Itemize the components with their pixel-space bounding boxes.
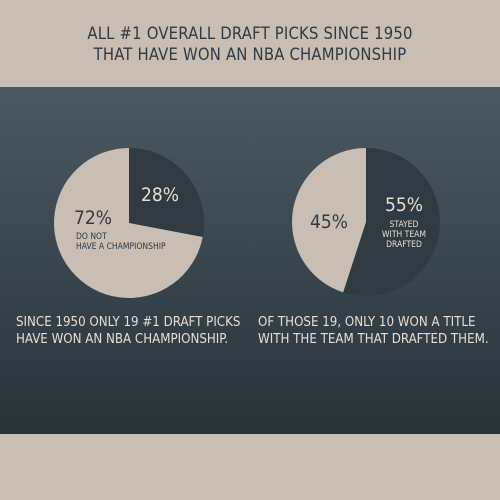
pie2-slice-1 [292, 148, 366, 293]
caption-right-line1: OF THOSE 19, ONLY 10 WON A TITLE [258, 315, 476, 330]
pie2-label-line2: WITH TEAM [382, 230, 426, 240]
pie-chart-championships [54, 148, 204, 298]
title-line-2: THAT HAVE WON AN NBA CHAMPIONSHIP [93, 44, 407, 64]
pie1-value-light: 72% [74, 207, 112, 229]
caption-left-line2: HAVE WON AN NBA CHAMPIONSHIP. [16, 332, 229, 347]
pie1-slice-0 [129, 148, 204, 238]
caption-left: SINCE 1950 ONLY 19 #1 DRAFT PICKS HAVE W… [16, 314, 240, 348]
pie1-slice-1 [54, 148, 203, 298]
pie2-value-light: 45% [310, 211, 348, 233]
pie1-value-dark: 28% [141, 184, 179, 206]
pie1-label-light: DO NOT HAVE A CHAMPIONSHIP [76, 232, 166, 252]
pie1-label-line1: DO NOT [76, 232, 107, 242]
footer-band [0, 434, 500, 500]
pie2-slice-0 [343, 148, 440, 296]
pie2-value-dark: 55% [385, 194, 423, 216]
pie1-label-line2: HAVE A CHAMPIONSHIP [76, 242, 166, 252]
title-line-1: ALL #1 OVERALL DRAFT PICKS SINCE 1950 [87, 23, 413, 43]
caption-left-line1: SINCE 1950 ONLY 19 #1 DRAFT PICKS [16, 315, 241, 330]
pie2-label-line1: STAYED [389, 220, 419, 230]
pie2-label-line3: DRAFTED [386, 240, 422, 250]
header: ALL #1 OVERALL DRAFT PICKS SINCE 1950 TH… [0, 0, 500, 87]
pie2-label-dark: STAYED WITH TEAM DRAFTED [376, 220, 432, 250]
pie-chart-same-team [292, 148, 440, 296]
caption-right: OF THOSE 19, ONLY 10 WON A TITLE WITH TH… [258, 314, 489, 348]
caption-right-line2: WITH THE TEAM THAT DRAFTED THEM. [258, 332, 489, 347]
